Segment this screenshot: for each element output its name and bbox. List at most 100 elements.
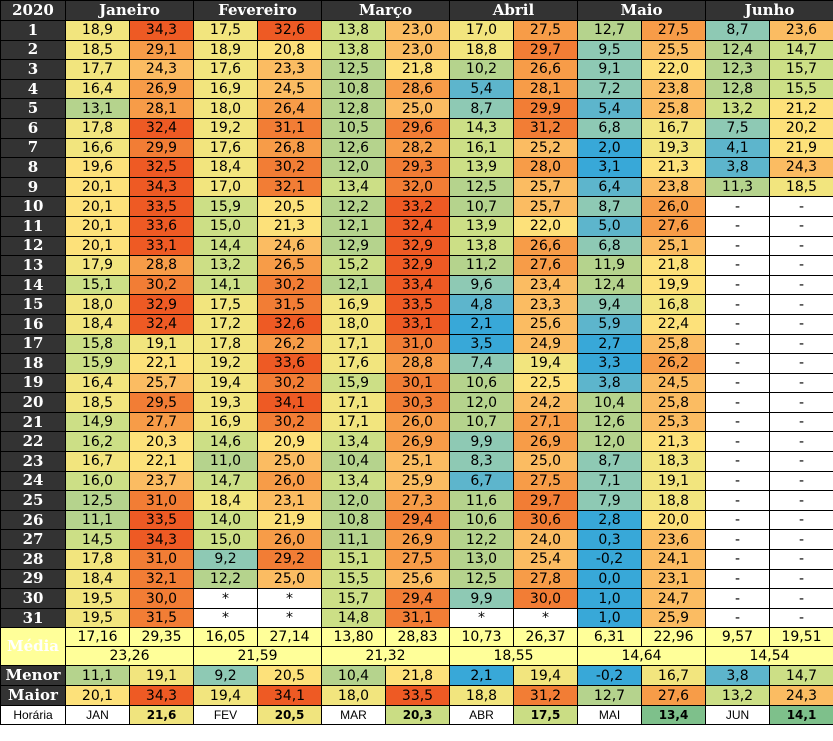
max-temp-cell[interactable]: 27,1 xyxy=(513,411,578,433)
max-temp-cell[interactable]: - xyxy=(768,274,833,296)
max-temp-cell[interactable]: 24,3 xyxy=(129,59,194,80)
max-temp-cell[interactable]: 26,6 xyxy=(513,235,578,257)
min-temp-cell[interactable]: 17,9 xyxy=(65,255,130,276)
max-temp-cell[interactable]: 26,0 xyxy=(641,196,706,217)
max-temp-cell[interactable]: 26,9 xyxy=(385,529,450,551)
max-temp-cell[interactable]: 24,9 xyxy=(513,333,578,355)
max-temp-cell[interactable]: 19,3 xyxy=(641,137,706,159)
maior-min-cell[interactable]: 12,7 xyxy=(577,685,642,707)
media-avg-cell[interactable]: 14,54 xyxy=(704,646,833,667)
min-temp-cell[interactable]: 13,2 xyxy=(705,98,770,119)
max-temp-cell[interactable]: 26,8 xyxy=(257,137,322,159)
max-temp-cell[interactable]: - xyxy=(768,588,833,609)
max-temp-cell[interactable]: 21,9 xyxy=(768,137,833,159)
min-temp-cell[interactable]: 1,0 xyxy=(577,588,642,609)
min-temp-cell[interactable]: 16,4 xyxy=(65,78,130,100)
max-temp-cell[interactable]: - xyxy=(768,353,833,374)
max-temp-cell[interactable]: 30,0 xyxy=(513,588,578,609)
max-temp-cell[interactable]: 25,8 xyxy=(641,392,706,413)
min-temp-cell[interactable]: 10,7 xyxy=(449,411,514,433)
max-temp-cell[interactable]: 29,2 xyxy=(257,549,322,570)
min-temp-cell[interactable]: 12,7 xyxy=(577,20,642,41)
min-temp-cell[interactable]: 13,0 xyxy=(449,549,514,570)
max-temp-cell[interactable]: 33,5 xyxy=(385,294,450,315)
min-temp-cell[interactable]: 9,5 xyxy=(577,39,642,61)
min-temp-cell[interactable]: 13,1 xyxy=(65,98,130,119)
horaria-value-cell[interactable]: 17,5 xyxy=(513,705,578,726)
max-temp-cell[interactable]: - xyxy=(768,529,833,551)
min-temp-cell[interactable]: - xyxy=(705,235,770,257)
max-temp-cell[interactable]: * xyxy=(513,607,578,629)
min-temp-cell[interactable]: 14,4 xyxy=(193,235,258,257)
min-temp-cell[interactable]: 7,2 xyxy=(577,78,642,100)
min-temp-cell[interactable]: - xyxy=(705,509,770,531)
media-avg-cell[interactable]: 21,32 xyxy=(321,646,450,667)
min-temp-cell[interactable]: 18,4 xyxy=(65,313,130,335)
min-temp-cell[interactable]: 16,1 xyxy=(449,137,514,159)
max-temp-cell[interactable]: 33,1 xyxy=(129,235,194,257)
max-temp-cell[interactable]: 25,9 xyxy=(641,607,706,629)
max-temp-cell[interactable]: 33,6 xyxy=(257,353,322,374)
min-temp-cell[interactable]: - xyxy=(705,255,770,276)
min-temp-cell[interactable]: 17,2 xyxy=(193,313,258,335)
max-temp-cell[interactable]: 20,0 xyxy=(641,509,706,531)
max-temp-cell[interactable]: 31,0 xyxy=(129,549,194,570)
media-avg-cell[interactable]: 23,26 xyxy=(65,646,194,667)
min-temp-cell[interactable]: 17,5 xyxy=(193,20,258,41)
max-temp-cell[interactable]: 28,0 xyxy=(513,157,578,178)
min-temp-cell[interactable]: 12,5 xyxy=(449,568,514,590)
max-temp-cell[interactable]: 31,0 xyxy=(385,333,450,355)
min-temp-cell[interactable]: 10,6 xyxy=(449,372,514,394)
min-temp-cell[interactable]: 3,8 xyxy=(577,372,642,394)
max-temp-cell[interactable]: 20,3 xyxy=(129,431,194,453)
min-temp-cell[interactable]: 10,7 xyxy=(449,196,514,217)
max-temp-cell[interactable]: 26,4 xyxy=(257,98,322,119)
max-temp-cell[interactable]: 29,3 xyxy=(385,157,450,178)
max-temp-cell[interactable]: 25,8 xyxy=(641,98,706,119)
max-temp-cell[interactable]: 27,6 xyxy=(641,215,706,237)
media-min-cell[interactable]: 16,05 xyxy=(193,627,258,648)
max-temp-cell[interactable]: 19,1 xyxy=(129,333,194,355)
min-temp-cell[interactable]: 18,0 xyxy=(321,313,386,335)
min-temp-cell[interactable]: 17,6 xyxy=(321,353,386,374)
min-temp-cell[interactable]: 1,0 xyxy=(577,607,642,629)
media-avg-cell[interactable]: 14,64 xyxy=(577,646,706,667)
min-temp-cell[interactable]: 9,1 xyxy=(577,59,642,80)
min-temp-cell[interactable]: 18,4 xyxy=(193,490,258,511)
media-max-cell[interactable]: 26,37 xyxy=(513,627,578,648)
min-temp-cell[interactable]: * xyxy=(193,588,258,609)
min-temp-cell[interactable]: 6,7 xyxy=(449,470,514,492)
min-temp-cell[interactable]: 15,8 xyxy=(65,333,130,355)
menor-min-cell[interactable]: -0,2 xyxy=(577,665,642,687)
max-temp-cell[interactable]: 32,6 xyxy=(257,20,322,41)
min-temp-cell[interactable]: 14,5 xyxy=(65,529,130,551)
min-temp-cell[interactable]: - xyxy=(705,333,770,355)
max-temp-cell[interactable]: 25,7 xyxy=(129,372,194,394)
max-temp-cell[interactable]: - xyxy=(768,255,833,276)
menor-min-cell[interactable]: 2,1 xyxy=(449,665,514,687)
max-temp-cell[interactable]: 32,9 xyxy=(385,255,450,276)
min-temp-cell[interactable]: 7,4 xyxy=(449,353,514,374)
min-temp-cell[interactable]: 9,6 xyxy=(449,274,514,296)
max-temp-cell[interactable]: 25,9 xyxy=(385,470,450,492)
max-temp-cell[interactable]: 20,5 xyxy=(257,196,322,217)
menor-max-cell[interactable]: 20,5 xyxy=(257,665,322,687)
media-max-cell[interactable]: 29,35 xyxy=(129,627,194,648)
max-temp-cell[interactable]: - xyxy=(768,235,833,257)
maior-max-cell[interactable]: 33,5 xyxy=(385,685,450,707)
maior-min-cell[interactable]: 18,0 xyxy=(321,685,386,707)
min-temp-cell[interactable]: 14,6 xyxy=(193,431,258,453)
min-temp-cell[interactable]: 18,9 xyxy=(65,20,130,41)
max-temp-cell[interactable]: 30,6 xyxy=(513,509,578,531)
max-temp-cell[interactable]: 27,8 xyxy=(513,568,578,590)
max-temp-cell[interactable]: 27,6 xyxy=(513,255,578,276)
min-temp-cell[interactable]: 11,0 xyxy=(193,451,258,472)
min-temp-cell[interactable]: 12,8 xyxy=(705,78,770,100)
min-temp-cell[interactable]: 9,9 xyxy=(449,588,514,609)
min-temp-cell[interactable]: - xyxy=(705,431,770,453)
min-temp-cell[interactable]: 6,4 xyxy=(577,176,642,198)
min-temp-cell[interactable]: 13,8 xyxy=(321,20,386,41)
min-temp-cell[interactable]: 15,1 xyxy=(321,549,386,570)
min-temp-cell[interactable]: 18,8 xyxy=(449,39,514,61)
min-temp-cell[interactable]: 7,9 xyxy=(577,490,642,511)
